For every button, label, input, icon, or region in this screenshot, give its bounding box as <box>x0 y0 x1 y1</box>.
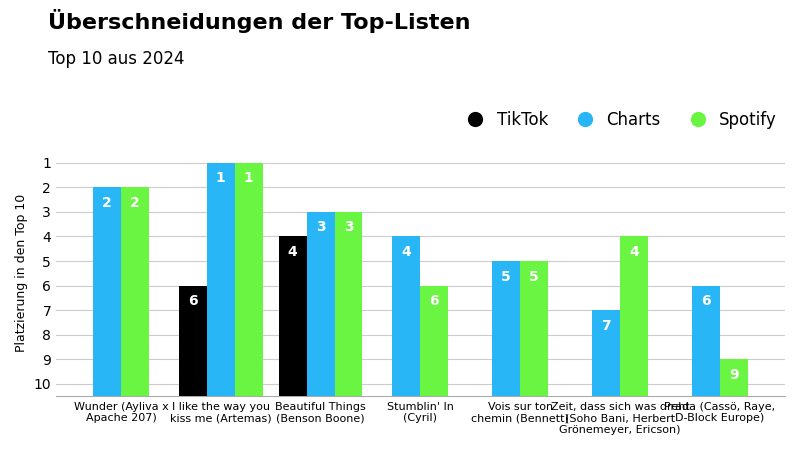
Bar <box>592 310 620 396</box>
Bar <box>720 360 748 396</box>
Bar <box>121 187 149 396</box>
Legend: TikTok, Charts, Spotify: TikTok, Charts, Spotify <box>452 105 783 136</box>
Text: 4: 4 <box>288 245 298 259</box>
Bar <box>206 163 234 396</box>
Text: 7: 7 <box>601 319 610 333</box>
Bar <box>234 163 262 396</box>
Bar <box>93 187 121 396</box>
Bar <box>520 261 548 396</box>
Text: 3: 3 <box>344 220 354 234</box>
Text: 1: 1 <box>244 171 254 185</box>
Bar <box>334 212 362 396</box>
Bar <box>306 212 334 396</box>
Bar <box>620 236 648 396</box>
Bar <box>179 286 206 396</box>
Text: Top 10 aus 2024: Top 10 aus 2024 <box>48 50 185 68</box>
Text: 6: 6 <box>701 294 710 308</box>
Text: 5: 5 <box>502 270 511 284</box>
Bar <box>392 236 420 396</box>
Text: 4: 4 <box>629 245 639 259</box>
Text: Überschneidungen der Top-Listen: Überschneidungen der Top-Listen <box>48 9 470 33</box>
Text: 2: 2 <box>130 196 140 210</box>
Y-axis label: Platzierung in den Top 10: Platzierung in den Top 10 <box>15 194 28 352</box>
Text: 3: 3 <box>316 220 326 234</box>
Bar <box>420 286 448 396</box>
Bar <box>492 261 520 396</box>
Bar <box>692 286 720 396</box>
Text: 6: 6 <box>430 294 439 308</box>
Text: 4: 4 <box>402 245 411 259</box>
Text: 2: 2 <box>102 196 112 210</box>
Text: 6: 6 <box>188 294 198 308</box>
Bar <box>278 236 306 396</box>
Text: 9: 9 <box>729 368 738 382</box>
Text: 1: 1 <box>216 171 226 185</box>
Text: 5: 5 <box>530 270 539 284</box>
